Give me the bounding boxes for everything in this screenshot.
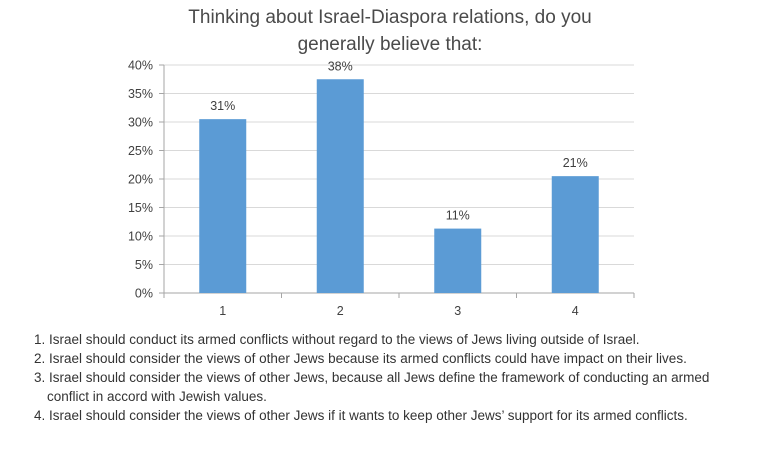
data-label-4: 21% (563, 156, 588, 170)
x-tick-label-3: 3 (454, 304, 461, 318)
y-tick-label: 10% (128, 230, 153, 244)
y-tick-label: 20% (128, 173, 153, 187)
x-tick-label-1: 1 (219, 304, 226, 318)
y-tick-label: 35% (128, 87, 153, 101)
y-tick-label: 40% (128, 59, 153, 73)
data-label-1: 31% (210, 99, 235, 113)
bar-1 (199, 119, 247, 294)
note-3: 3. Israel should consider the views of o… (34, 370, 710, 404)
y-tick-label: 5% (135, 258, 153, 272)
note-1: 1. Israel should conduct its armed confl… (34, 332, 640, 347)
chart-title-line-1: Thinking about Israel-Diaspora relations… (188, 7, 592, 28)
y-tick-label: 30% (128, 116, 153, 130)
bar-chart: 0% 5% 10% 15% 20% 25% 30% 35% 40% 31% 1 38% 2 11% 3 21%… (128, 59, 635, 318)
y-tick-label: 15% (128, 201, 153, 215)
data-label-2: 38% (328, 59, 353, 73)
bar-3 (434, 228, 482, 293)
y-tick-label: 0% (135, 287, 153, 301)
bar-4 (551, 176, 599, 293)
note-4: 4. Israel should consider the views of o… (34, 408, 688, 423)
data-label-3: 11% (446, 209, 470, 223)
chart-title-line-2: generally believe that: (297, 34, 483, 55)
note-2: 2. Israel should consider the views of o… (34, 351, 687, 366)
chart-title: Thinking about Israel-Diaspora relations… (90, 4, 690, 58)
x-tick-label-4: 4 (572, 304, 579, 318)
x-tick-label-2: 2 (337, 304, 344, 318)
y-tick-label: 25% (128, 144, 153, 158)
bar-2 (316, 79, 364, 293)
category-notes: 1. Israel should conduct its armed confl… (34, 330, 754, 425)
